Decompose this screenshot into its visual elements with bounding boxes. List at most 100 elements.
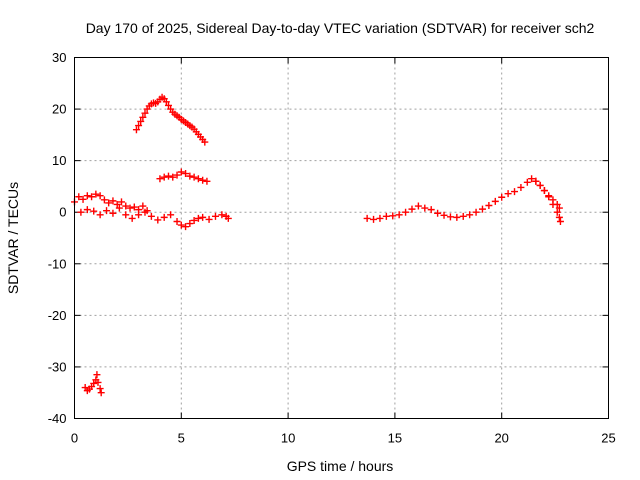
data-point — [190, 216, 198, 224]
data-points — [71, 93, 564, 397]
data-point — [555, 204, 563, 212]
series-segment-afternoon-upper — [532, 177, 563, 212]
data-point — [173, 171, 181, 179]
y-tick-label: 20 — [52, 102, 66, 117]
data-point — [363, 214, 371, 222]
data-point — [92, 190, 100, 198]
x-tick-label: 25 — [601, 431, 615, 446]
series-segment-afternoon — [363, 175, 564, 225]
data-point — [511, 188, 519, 196]
data-point — [177, 221, 185, 229]
data-point — [466, 211, 474, 219]
data-point — [440, 211, 448, 219]
data-point — [553, 200, 561, 208]
data-point — [169, 173, 177, 181]
data-point — [203, 177, 211, 185]
data-point — [434, 209, 442, 217]
data-point — [167, 211, 175, 219]
data-point — [459, 212, 467, 220]
plot-frame — [74, 57, 609, 419]
data-point — [549, 196, 557, 204]
data-point — [555, 213, 563, 221]
data-point — [94, 378, 102, 386]
data-point — [382, 212, 390, 220]
y-tick-label: 10 — [52, 153, 66, 168]
y-tick-label: 0 — [59, 205, 66, 220]
data-point — [523, 178, 531, 186]
data-point — [115, 204, 123, 212]
data-point — [545, 192, 553, 200]
data-point — [194, 175, 202, 183]
data-point — [100, 196, 108, 204]
data-point — [90, 207, 98, 215]
data-point — [553, 208, 561, 216]
data-point — [491, 197, 499, 205]
data-point — [130, 203, 138, 211]
data-point — [485, 202, 493, 210]
data-point — [109, 197, 117, 205]
data-point — [389, 212, 397, 220]
series-segment-near-zero-lower — [77, 204, 232, 231]
y-axis-label: SDTVAR / TECUs — [5, 182, 21, 294]
series-segment-middle — [156, 168, 211, 185]
data-point — [218, 211, 226, 219]
data-point — [528, 175, 536, 183]
data-point — [135, 122, 143, 130]
data-point — [408, 205, 416, 213]
y-tick-labels: -40 -30 -20 -10 0 10 20 30 — [48, 50, 67, 426]
data-point — [556, 217, 564, 225]
data-point — [96, 192, 104, 200]
x-tick-label: 5 — [178, 431, 185, 446]
data-point — [498, 193, 506, 201]
data-point — [79, 195, 87, 203]
data-point — [414, 202, 422, 210]
data-point — [122, 202, 130, 210]
data-point — [122, 211, 130, 219]
data-point — [376, 214, 384, 222]
data-point — [421, 204, 429, 212]
data-point — [164, 101, 172, 109]
data-point — [113, 200, 121, 208]
x-tick-label: 15 — [388, 431, 402, 446]
x-tick-label: 10 — [281, 431, 295, 446]
y-tick-label: 30 — [52, 50, 66, 65]
data-point — [517, 183, 525, 191]
data-point — [395, 211, 403, 219]
y-tick-label: -10 — [48, 256, 67, 271]
grid — [74, 57, 609, 419]
data-point — [199, 213, 207, 221]
series-segment-near-zero-upper — [71, 190, 151, 215]
data-point — [182, 170, 190, 178]
data-point — [93, 371, 101, 379]
x-axis-label: GPS time / hours — [287, 458, 394, 474]
data-point — [128, 214, 136, 222]
data-point — [77, 208, 85, 216]
data-point — [83, 206, 91, 214]
data-point — [103, 207, 111, 215]
data-point — [96, 385, 104, 393]
series-segment-bottom-cluster — [81, 371, 105, 397]
data-point — [88, 193, 96, 201]
y-tick-label: -30 — [48, 359, 67, 374]
data-point — [211, 212, 219, 220]
data-point — [160, 173, 168, 181]
data-point — [97, 389, 105, 397]
x-tick-label: 20 — [494, 431, 508, 446]
chart-title: Day 170 of 2025, Sidereal Day-to-day VTE… — [86, 20, 595, 36]
data-point — [96, 211, 104, 219]
data-point — [83, 192, 91, 200]
data-point — [141, 208, 149, 216]
data-point — [453, 213, 461, 221]
data-point — [109, 209, 117, 217]
data-point — [156, 175, 164, 183]
data-point — [182, 223, 190, 231]
data-point — [164, 172, 172, 180]
data-point — [201, 138, 209, 146]
x-tick-label: 0 — [71, 431, 78, 446]
data-point — [205, 215, 213, 223]
data-point — [370, 215, 378, 223]
data-point — [139, 113, 147, 121]
data-point — [139, 202, 147, 210]
data-point — [117, 198, 125, 206]
